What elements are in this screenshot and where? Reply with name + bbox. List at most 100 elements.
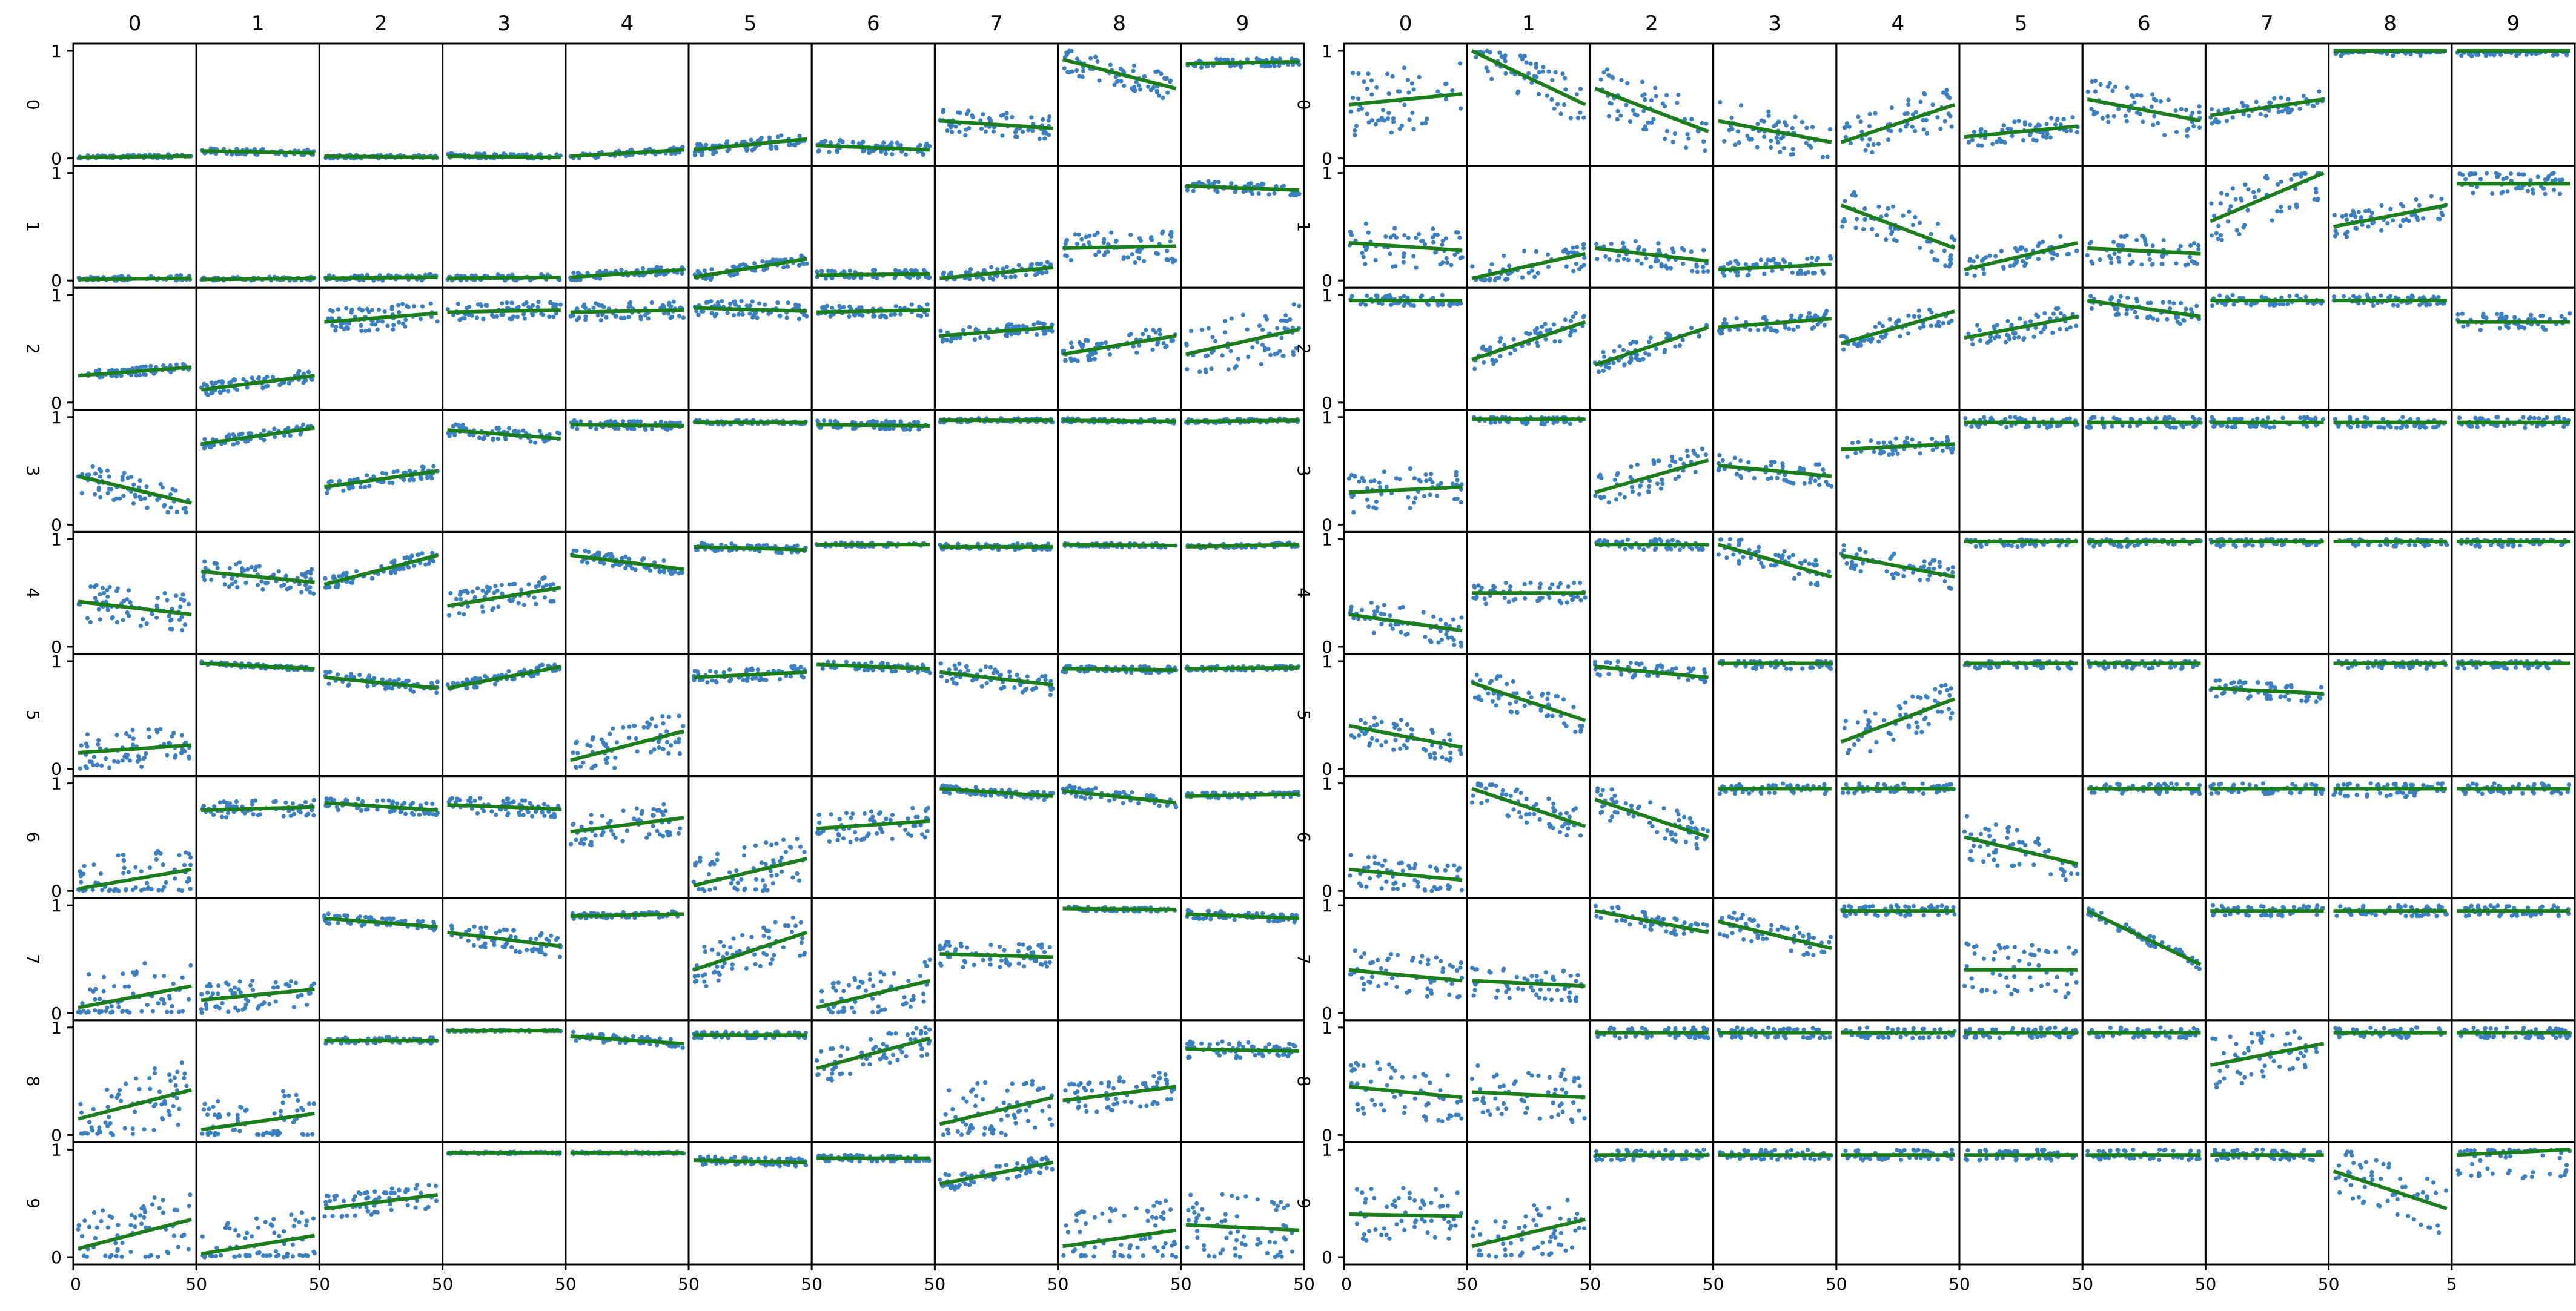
left-point-2-1-69 xyxy=(234,388,240,392)
left-cell-0-0 xyxy=(72,42,197,167)
left-point-5-0-7 xyxy=(165,753,170,758)
left-point-4-0-42 xyxy=(141,617,145,622)
left-point-0-7-9 xyxy=(1010,115,1015,120)
left-ytick-top-2: 1 xyxy=(51,285,62,305)
left-point-5-2-33 xyxy=(387,685,392,690)
left-point-4-2-47 xyxy=(420,551,425,556)
left-point-1-8-55 xyxy=(1160,231,1165,236)
left-point-2-4-59 xyxy=(574,317,580,322)
left-point-4-0-62 xyxy=(165,598,170,603)
left-point-4-0-44 xyxy=(98,617,102,622)
left-point-1-8-46 xyxy=(1092,233,1097,237)
left-point-4-3-36 xyxy=(548,583,553,587)
left-point-4-1-61 xyxy=(233,579,238,584)
left-point-2-5-22 xyxy=(757,301,761,306)
left-point-6-6-13 xyxy=(875,831,879,836)
left-trend-line-0-6 xyxy=(816,144,930,152)
left-cell-frame-5-2 xyxy=(318,653,444,778)
left-point-6-2-31 xyxy=(417,812,422,817)
left-point-5-0-55 xyxy=(170,734,174,739)
left-cell-0-6 xyxy=(810,42,936,167)
left-point-6-2-44 xyxy=(359,808,363,813)
left-point-2-2-67 xyxy=(359,328,364,334)
left-point-0-7-41 xyxy=(957,130,962,134)
left-point-0-7-51 xyxy=(979,126,984,131)
left-point-1-9-21 xyxy=(1212,180,1217,185)
left-point-2-2-21 xyxy=(389,305,395,309)
left-cell-1-8 xyxy=(1057,165,1182,289)
left-point-6-5-66 xyxy=(698,859,703,864)
left-point-2-8-45 xyxy=(1150,348,1155,352)
left-cell-frame-1-2 xyxy=(318,165,444,289)
left-trend-line-3-9 xyxy=(1185,418,1300,423)
left-point-2-3-39 xyxy=(500,301,505,306)
left-cell-6-6 xyxy=(810,775,936,899)
left-col-label-2: 2 xyxy=(374,12,388,36)
left-point-4-4-61 xyxy=(657,570,662,575)
left-point-6-5-36 xyxy=(707,887,712,893)
left-point-4-4-62 xyxy=(669,572,674,576)
left-point-6-2-67 xyxy=(395,801,400,806)
left-point-3-3-67 xyxy=(447,434,452,438)
left-point-6-4-16 xyxy=(651,824,655,828)
left-trend-line-5-8 xyxy=(1062,667,1176,672)
left-point-5-5-47 xyxy=(755,667,760,672)
left-point-2-0-69 xyxy=(129,372,134,378)
left-point-2-1-67 xyxy=(217,379,222,384)
left-point-6-2-39 xyxy=(422,811,427,816)
left-trend-line-5-9 xyxy=(1185,665,1300,671)
left-point-1-6-4 xyxy=(875,276,879,280)
left-point-3-0-64 xyxy=(96,486,101,490)
left-cell-4-5 xyxy=(687,530,813,655)
left-point-6-6-63 xyxy=(818,831,823,836)
left-point-3-4-56 xyxy=(665,427,670,432)
left-point-4-1-60 xyxy=(265,580,270,586)
left-point-1-6-28 xyxy=(823,276,828,281)
left-point-4-2-65 xyxy=(323,576,328,581)
left-point-5-0-35 xyxy=(89,759,94,764)
left-point-2-8-66 xyxy=(1157,332,1162,337)
left-point-3-6-68 xyxy=(850,426,856,431)
left-point-5-0-42 xyxy=(96,738,101,742)
left-point-4-3-62 xyxy=(499,583,504,587)
left-point-0-7-2 xyxy=(1004,116,1009,121)
left-ytick-bottom-4: 0 xyxy=(51,637,62,657)
left-point-5-4-51 xyxy=(645,720,650,725)
left-point-5-0-43 xyxy=(146,727,151,732)
left-trend-line-2-5 xyxy=(693,306,807,313)
left-trend-line-0-7 xyxy=(939,119,1053,130)
left-cell-2-5 xyxy=(687,286,813,411)
left-cell-6-5 xyxy=(687,775,813,899)
left-point-0-7-20 xyxy=(941,108,946,113)
left-point-0-9-13 xyxy=(1218,57,1223,62)
left-point-4-2-62 xyxy=(336,582,341,587)
left-point-3-1-48 xyxy=(240,431,245,436)
left-col-label-4: 4 xyxy=(621,12,634,36)
left-point-3-2-40 xyxy=(358,485,363,490)
left-point-1-4-25 xyxy=(654,273,659,278)
left-cell-2-2 xyxy=(318,286,444,411)
left-point-4-3-11 xyxy=(457,611,462,616)
left-point-3-0-11 xyxy=(98,474,102,479)
left-point-0-8-33 xyxy=(1095,59,1100,64)
left-point-0-3-69 xyxy=(502,151,506,156)
left-point-4-0-41 xyxy=(180,592,185,597)
left-point-1-8-51 xyxy=(1130,252,1134,257)
left-cell-0-8 xyxy=(1057,42,1182,167)
left-point-4-1-21 xyxy=(255,583,260,587)
left-point-4-0-32 xyxy=(155,596,160,601)
left-point-5-5-27 xyxy=(692,669,697,673)
left-point-5-4-47 xyxy=(656,739,661,744)
left-point-2-1-58 xyxy=(231,377,236,382)
left-point-6-5-52 xyxy=(774,873,779,877)
left-point-6-4-20 xyxy=(678,826,683,831)
left-point-5-4-67 xyxy=(578,764,583,769)
left-point-5-4-46 xyxy=(611,726,615,731)
left-point-1-8-40 xyxy=(1079,237,1084,242)
left-point-4-0-59 xyxy=(88,619,93,625)
left-point-2-3-66 xyxy=(558,302,563,307)
left-point-3-2-45 xyxy=(341,488,346,493)
left-point-4-3-27 xyxy=(542,595,547,600)
left-ytick-bottom-7: 0 xyxy=(51,1003,62,1023)
left-point-5-3-59 xyxy=(531,673,535,679)
